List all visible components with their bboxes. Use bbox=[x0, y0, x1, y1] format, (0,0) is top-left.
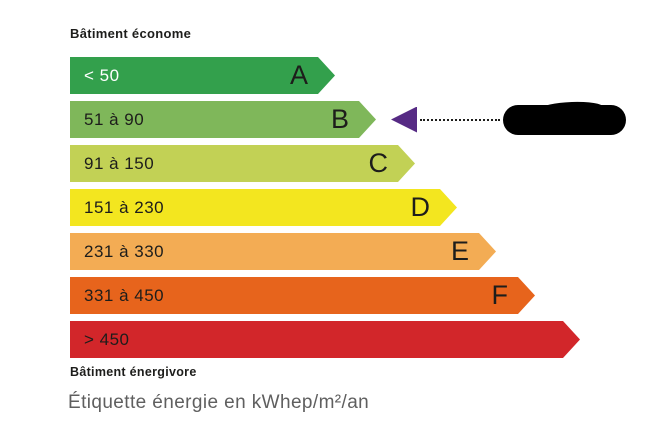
energy-scale: < 50 A 51 à 90 B 91 à 150 C 151 à 23 bbox=[70, 57, 630, 365]
bar-range-label: < 50 bbox=[84, 65, 120, 85]
dotted-connector bbox=[420, 118, 500, 121]
energy-row-b: 51 à 90 B bbox=[70, 101, 630, 138]
energy-bar-f: 331 à 450 F bbox=[70, 277, 535, 314]
energy-intensive-building-label: Bâtiment énergivore bbox=[70, 365, 197, 379]
bar-class-letter: C bbox=[368, 148, 388, 178]
redacted-value-overlay bbox=[503, 104, 626, 135]
energy-bar-e: 231 à 330 E bbox=[70, 233, 496, 270]
bar-range-label: 231 à 330 bbox=[84, 241, 165, 261]
energy-row-a: < 50 A bbox=[70, 57, 630, 94]
energy-bar-a: < 50 A bbox=[70, 57, 335, 94]
energy-row-c: 91 à 150 C bbox=[70, 145, 630, 182]
bar-range-label: 331 à 450 bbox=[84, 285, 165, 305]
economical-building-label: Bâtiment économe bbox=[70, 26, 192, 41]
energy-bar-g: > 450 bbox=[70, 321, 580, 358]
bar-class-letter: A bbox=[289, 60, 308, 90]
bar-class-letter: E bbox=[450, 236, 469, 266]
bar-range-label: > 450 bbox=[84, 329, 130, 349]
current-class-marker bbox=[391, 104, 626, 135]
bar-range-label: 91 à 150 bbox=[84, 153, 155, 173]
pointer-arrow-icon bbox=[391, 106, 417, 133]
energy-row-e: 231 à 330 E bbox=[70, 233, 630, 270]
bar-class-letter: D bbox=[410, 192, 430, 222]
energy-bar-b: 51 à 90 B bbox=[70, 101, 376, 138]
bar-range-label: 51 à 90 bbox=[84, 109, 145, 129]
energy-bar-d: 151 à 230 D bbox=[70, 189, 457, 226]
energy-bar-c: 91 à 150 C bbox=[70, 145, 415, 182]
bar-range-label: 151 à 230 bbox=[84, 197, 165, 217]
energy-label-caption: Étiquette énergie en kWhep/m²/an bbox=[68, 392, 370, 413]
energy-row-f: 331 à 450 F bbox=[70, 277, 630, 314]
energy-row-d: 151 à 230 D bbox=[70, 189, 630, 226]
energy-row-g: > 450 bbox=[70, 321, 630, 358]
bar-class-letter: F bbox=[491, 280, 508, 310]
bar-class-letter: B bbox=[330, 104, 349, 134]
